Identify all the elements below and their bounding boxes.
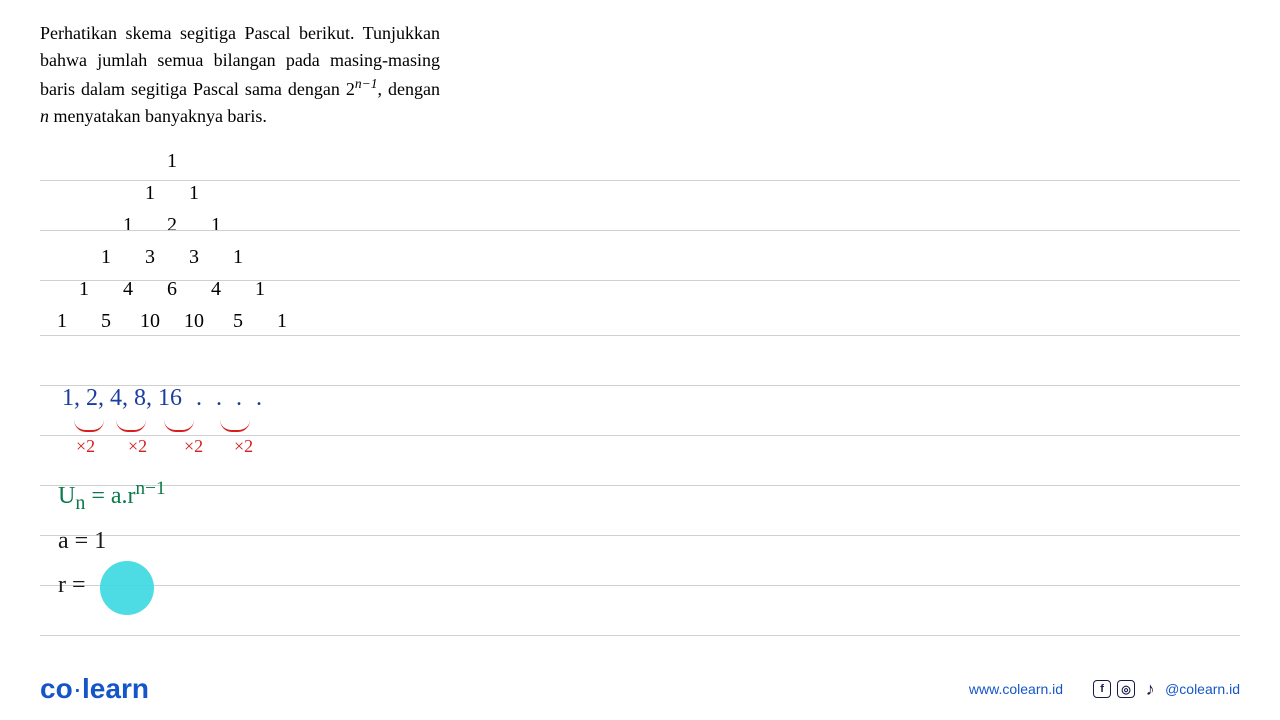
pascal-cell: 1 [150, 145, 194, 177]
footer-right: www.colearn.id f ◎ ♪ @colearn.id [969, 680, 1240, 698]
handwritten-formula: Un = a.rn−1 [58, 478, 166, 515]
sequence-ellipsis: . . . . [196, 385, 266, 411]
logo-dot: · [73, 673, 82, 704]
handwritten-multiplier: ×2 [76, 436, 95, 457]
facebook-icon: f [1093, 680, 1111, 698]
problem-line-1: Perhatikan skema segitiga Pascal berikut… [40, 23, 354, 43]
ruled-line [40, 280, 1240, 281]
handwritten-a-equals: a = 1 [58, 528, 106, 555]
tiktok-icon: ♪ [1141, 680, 1159, 698]
ruled-line [40, 585, 1240, 586]
handwritten-r-equals: r = [58, 572, 86, 599]
social-handle: @colearn.id [1165, 681, 1240, 697]
sequence-numbers: 1, 2, 4, 8, 16 [62, 385, 182, 411]
handwritten-sequence: 1, 2, 4, 8, 16 . . . . [62, 385, 266, 412]
ruled-line [40, 535, 1240, 536]
pascal-row: 1 [40, 145, 1240, 177]
instagram-icon: ◎ [1117, 680, 1135, 698]
problem-line-4-post: , dengan [378, 79, 440, 99]
ruled-line [40, 435, 1240, 436]
footer: co·learn www.colearn.id f ◎ ♪ @colearn.i… [0, 673, 1280, 705]
logo-learn: learn [82, 673, 149, 704]
problem-statement: Perhatikan skema segitiga Pascal berikut… [40, 20, 440, 130]
ruled-line [40, 635, 1240, 636]
cursor-highlight [100, 561, 154, 615]
handwritten-multiplier: ×2 [234, 436, 253, 457]
ruled-line [40, 180, 1240, 181]
ruled-line [40, 485, 1240, 486]
footer-url: www.colearn.id [969, 681, 1063, 697]
problem-line-5: menyatakan banyaknya baris. [54, 106, 267, 126]
ruled-line [40, 230, 1240, 231]
problem-exponent: n−1 [355, 76, 378, 91]
handwritten-multiplier: ×2 [184, 436, 203, 457]
handwritten-multiplier: ×2 [128, 436, 147, 457]
social-icons: f ◎ ♪ @colearn.id [1093, 680, 1240, 698]
colearn-logo: co·learn [40, 673, 149, 705]
logo-co: co [40, 673, 73, 704]
problem-var-n: n [40, 106, 49, 126]
ruled-line [40, 335, 1240, 336]
problem-line-4-pre: Pascal sama dengan 2 [193, 79, 355, 99]
